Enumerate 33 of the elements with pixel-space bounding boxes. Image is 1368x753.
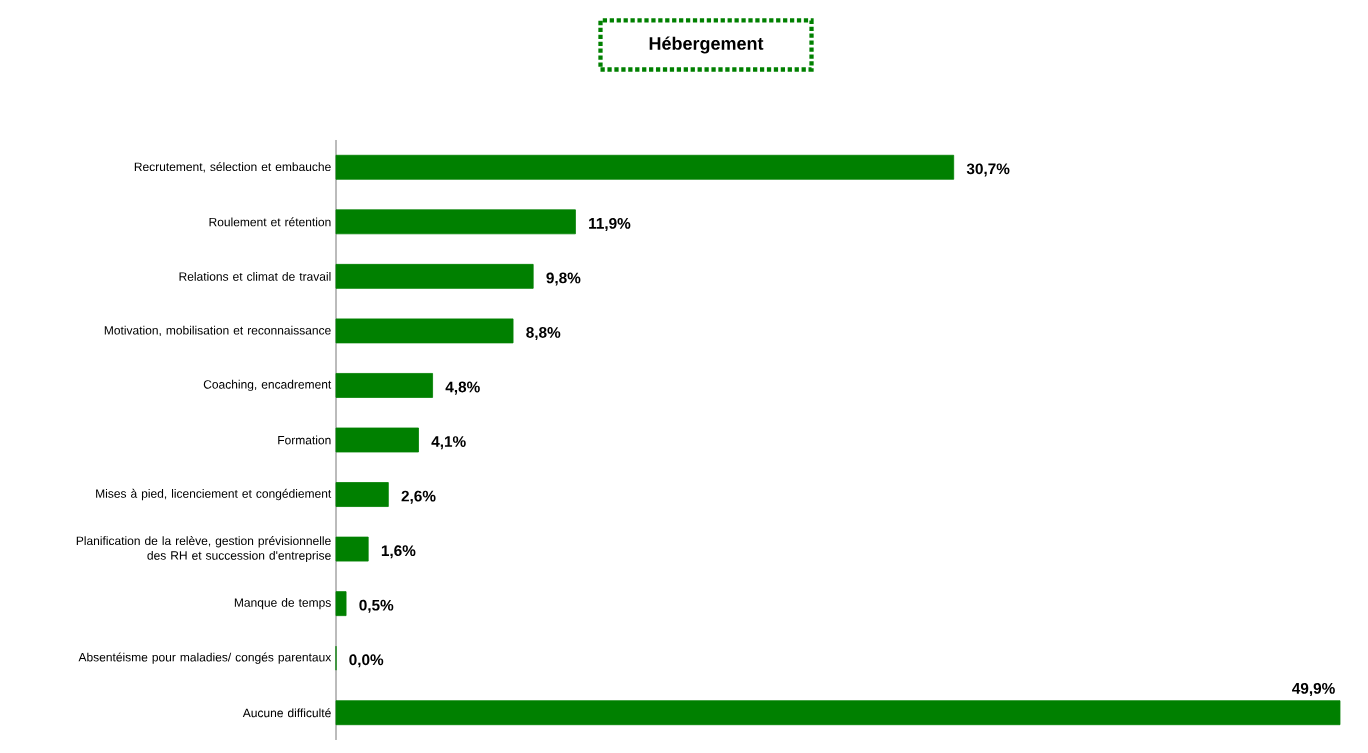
bar bbox=[335, 373, 433, 398]
bar bbox=[335, 318, 514, 344]
data-label: 4,1% bbox=[431, 436, 466, 450]
y-tick-label: Formation bbox=[278, 435, 331, 445]
y-tick-label: Mises à pied, licenciement et congédiement bbox=[96, 488, 332, 501]
data-label: 11,9% bbox=[589, 217, 631, 232]
y-tick-label: Planification de la relève, gestion prévisionnelle des RH et succession d'entreprise bbox=[76, 536, 331, 563]
data-label: 8,8% bbox=[526, 327, 561, 341]
y-tick-label: Recrutement, sélection et embauche bbox=[134, 162, 331, 173]
y-tick-label: Coaching, encadrement bbox=[203, 379, 332, 392]
bar bbox=[335, 536, 369, 562]
y-tick-label: Absentéisme pour maladies/ congés parentaux bbox=[78, 652, 332, 664]
data-label: 0,5% bbox=[359, 599, 394, 613]
y-tick-label: Roulement et rétention bbox=[209, 217, 331, 227]
bar bbox=[335, 427, 419, 453]
data-label: 0,0% bbox=[349, 654, 384, 668]
chart-title: Hébergement bbox=[649, 36, 764, 54]
data-label: 30,7% bbox=[966, 163, 1010, 177]
data-label: 49,9% bbox=[1292, 682, 1335, 696]
bar bbox=[335, 482, 389, 507]
bar bbox=[335, 209, 576, 235]
data-label: 4,8% bbox=[445, 381, 480, 395]
bar bbox=[335, 154, 955, 180]
data-label: 1,6% bbox=[381, 545, 416, 559]
bar bbox=[335, 700, 1341, 726]
data-label: 9,8% bbox=[546, 272, 581, 286]
y-tick-label: Manque de temps bbox=[234, 598, 331, 610]
y-tick-label: Motivation, mobilisation et reconnaissance bbox=[104, 325, 331, 337]
bar bbox=[335, 591, 347, 617]
data-label: 2,6% bbox=[401, 490, 436, 504]
bar bbox=[335, 263, 534, 289]
y-tick-label: Aucune difficulté bbox=[242, 708, 331, 718]
y-tick-label: Relations et climat de travail bbox=[179, 271, 331, 281]
